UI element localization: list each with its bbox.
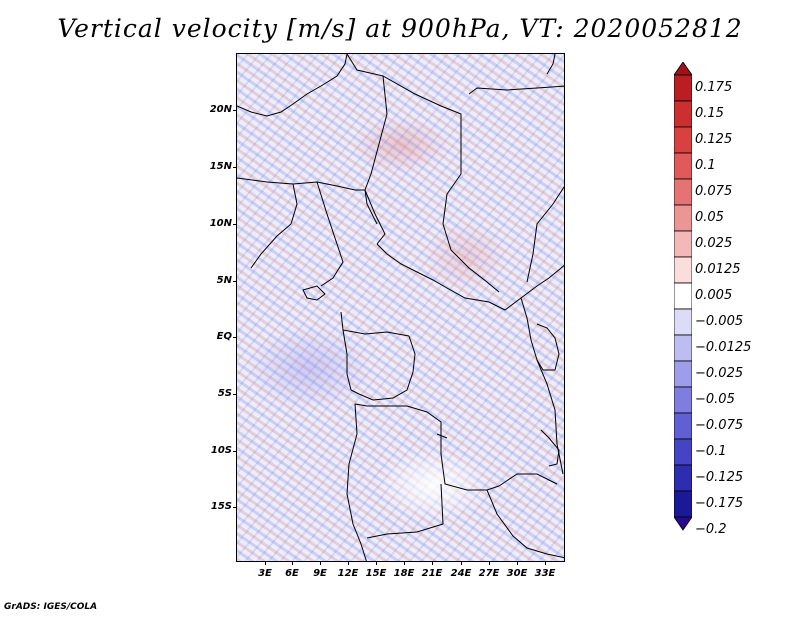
- lon-label-33e: 33E: [534, 568, 556, 579]
- lon-tick: [404, 561, 405, 565]
- colorbar-bin: [674, 334, 692, 362]
- lat-label-15s: 15S: [210, 501, 232, 512]
- lon-tick: [517, 561, 518, 565]
- colorbar: [674, 62, 692, 531]
- colorbar-bin: [674, 204, 692, 232]
- lat-tick: [233, 167, 237, 168]
- lat-tick: [233, 337, 237, 338]
- lon-tick: [489, 561, 490, 565]
- lat-label-5s: 5S: [217, 388, 232, 399]
- colorbar-label: 0.075: [695, 184, 733, 199]
- lon-label-9e: 9E: [313, 568, 327, 579]
- lon-tick: [292, 561, 293, 565]
- colorbar-bottom-triangle: [674, 516, 692, 531]
- colorbar-label: 0.1: [695, 158, 716, 173]
- lon-label-18e: 18E: [393, 568, 415, 579]
- lat-label-10s: 10S: [210, 445, 232, 456]
- colorbar-bin: [674, 178, 692, 206]
- lon-tick: [461, 561, 462, 565]
- colorbar-label: −0.175: [695, 496, 744, 511]
- colorbar-bin: [674, 282, 692, 310]
- lon-label-15e: 15E: [365, 568, 387, 579]
- colorbar-bin: [674, 360, 692, 388]
- colorbar-bin: [674, 386, 692, 414]
- colorbar-label: −0.0125: [695, 340, 752, 355]
- colorbar-bin: [674, 152, 692, 180]
- lat-tick: [233, 224, 237, 225]
- map-plot-area: [236, 53, 565, 562]
- colorbar-label: −0.025: [695, 366, 744, 381]
- colorbar-bin: [674, 412, 692, 440]
- lon-tick: [545, 561, 546, 565]
- lat-label-eq: EQ: [216, 331, 232, 342]
- lat-tick: [233, 451, 237, 452]
- lon-label-24e: 24E: [450, 568, 472, 579]
- lon-label-21e: 21E: [421, 568, 443, 579]
- colorbar-label: −0.1: [695, 444, 727, 459]
- colorbar-bin: [674, 308, 692, 336]
- lat-label-10n: 10N: [209, 218, 232, 229]
- colorbar-label: −0.2: [695, 522, 727, 537]
- lat-tick: [233, 394, 237, 395]
- colorbar-bin: [674, 256, 692, 284]
- colorbar-label: 0.175: [695, 80, 733, 95]
- lon-label-12e: 12E: [337, 568, 359, 579]
- lon-label-27e: 27E: [478, 568, 500, 579]
- colorbar-top-triangle: [674, 62, 692, 76]
- lon-tick: [376, 561, 377, 565]
- lon-tick: [320, 561, 321, 565]
- country-borders: [237, 54, 564, 561]
- colorbar-label: −0.005: [695, 314, 744, 329]
- colorbar-bin: [674, 100, 692, 128]
- lon-tick: [348, 561, 349, 565]
- lon-tick: [432, 561, 433, 565]
- lat-label-5n: 5N: [216, 275, 232, 286]
- colorbar-label: −0.125: [695, 470, 744, 485]
- grads-credit: GrADS: IGES/COLA: [4, 602, 98, 612]
- colorbar-bin: [674, 126, 692, 154]
- colorbar-label: 0.025: [695, 236, 733, 251]
- lat-tick: [233, 507, 237, 508]
- colorbar-label: 0.125: [695, 132, 733, 147]
- colorbar-label: −0.075: [695, 418, 744, 433]
- colorbar-label: 0.005: [695, 288, 733, 303]
- lat-label-15n: 15N: [209, 161, 232, 172]
- colorbar-label: −0.05: [695, 392, 735, 407]
- lon-tick: [265, 561, 266, 565]
- lon-label-6e: 6E: [285, 568, 299, 579]
- lat-label-20n: 20N: [209, 104, 232, 115]
- colorbar-bin: [674, 464, 692, 492]
- colorbar-label: 0.15: [695, 106, 724, 121]
- colorbar-bin: [674, 74, 692, 102]
- colorbar-bin: [674, 438, 692, 466]
- colorbar-bin: [674, 490, 692, 518]
- lat-tick: [233, 281, 237, 282]
- lat-tick: [233, 110, 237, 111]
- lon-label-30e: 30E: [506, 568, 528, 579]
- colorbar-label: 0.05: [695, 210, 724, 225]
- colorbar-label: 0.0125: [695, 262, 741, 277]
- colorbar-bin: [674, 230, 692, 258]
- lon-label-3e: 3E: [258, 568, 272, 579]
- map-title: Vertical velocity [m/s] at 900hPa, VT: 2…: [57, 14, 743, 43]
